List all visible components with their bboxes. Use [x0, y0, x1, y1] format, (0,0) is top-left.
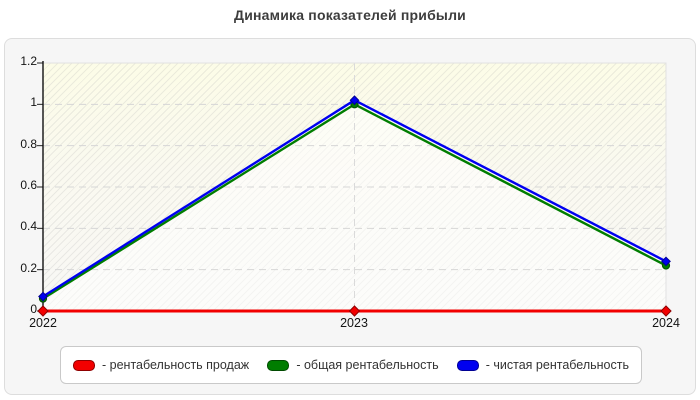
chart-canvas: [37, 61, 672, 317]
series-marker-0: [37, 305, 49, 317]
legend-label: - рентабельность продаж: [102, 358, 250, 372]
legend-item-overall-profitability: - общая рентабельность: [267, 358, 439, 372]
series-marker-2: [661, 256, 671, 267]
y-axis-tick-label: 0.4: [20, 219, 37, 233]
under-curve-tint: [43, 100, 666, 311]
chart-title: Динамика показателей прибыли: [234, 7, 466, 23]
x-axis-tick-label: 2022: [29, 316, 57, 330]
series-marker-0: [348, 305, 361, 317]
chart-legend: - рентабельность продаж - общая рентабел…: [60, 346, 642, 384]
y-axis-tick-label: 0: [30, 302, 37, 316]
y-axis-tick-label: 1.2: [20, 54, 37, 68]
y-axis-tick-label: 0.8: [20, 137, 37, 151]
series-marker-2: [349, 95, 360, 106]
y-axis-tick-label: 1: [30, 95, 37, 109]
series-marker-0: [660, 305, 672, 317]
legend-item-net-profitability: - чистая рентабельность: [456, 358, 629, 372]
chart-panel: 0 0.2 0.4 0.6 0.8 1 1.2 2022 2023 2024 -…: [4, 38, 696, 395]
legend-swatch-green: [267, 359, 290, 371]
legend-label: - чистая рентабельность: [485, 358, 629, 372]
legend-swatch-red: [73, 359, 95, 371]
legend-swatch-blue: [456, 359, 479, 371]
x-axis-tick-label: 2024: [652, 316, 680, 330]
series-marker-2: [38, 291, 48, 302]
legend-item-sales-profitability: - рентабельность продаж: [73, 358, 249, 372]
x-axis-tick-label: 2023: [340, 316, 368, 330]
y-axis-tick-label: 0.6: [20, 178, 37, 192]
legend-label: - общая рентабельность: [296, 358, 439, 372]
y-axis-tick-label: 0.2: [20, 261, 37, 275]
